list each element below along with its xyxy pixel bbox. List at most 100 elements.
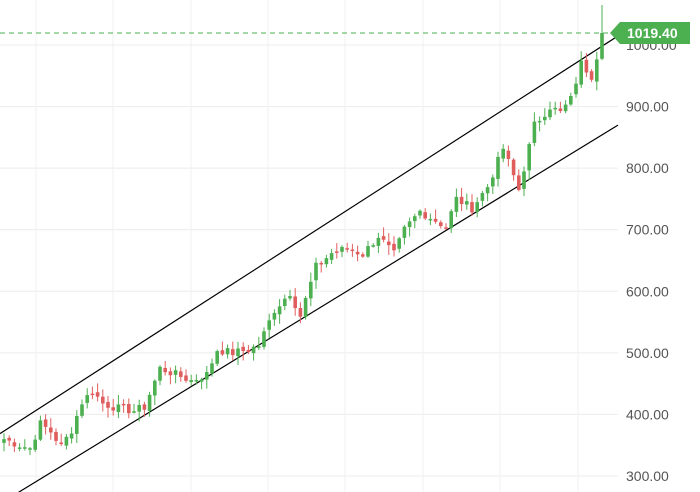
candle — [184, 369, 188, 383]
candle — [205, 366, 209, 389]
y-tick-label: 300.00 — [626, 468, 669, 484]
candle — [272, 309, 277, 326]
candle — [423, 208, 427, 221]
candle — [548, 101, 552, 120]
candle-body — [179, 371, 183, 377]
candle-body — [33, 439, 37, 450]
candle — [470, 194, 474, 216]
candle — [106, 395, 110, 418]
candle — [199, 377, 204, 390]
candle-body — [236, 348, 240, 357]
candle-body — [267, 320, 271, 330]
candle — [595, 51, 599, 91]
candle — [210, 358, 214, 377]
candle — [475, 197, 479, 218]
candle — [449, 209, 453, 233]
candle-body — [314, 262, 318, 281]
candle-body — [340, 246, 344, 252]
candle-body — [85, 395, 89, 403]
candle-body — [49, 427, 53, 433]
candle-body — [371, 245, 375, 247]
candle-body — [470, 202, 474, 213]
candle-body — [147, 394, 152, 411]
candle — [501, 144, 505, 163]
candle-body — [522, 171, 526, 189]
candle — [574, 77, 578, 98]
channel-lower-line — [17, 124, 619, 492]
candle — [28, 446, 32, 456]
candle-body — [23, 447, 27, 449]
candle — [371, 243, 375, 248]
candle — [251, 344, 256, 361]
candle-body — [392, 243, 396, 251]
candle — [288, 289, 292, 301]
candle-body — [480, 193, 485, 201]
y-tick-label: 600.00 — [626, 283, 669, 299]
candle-body — [444, 227, 448, 229]
candle — [350, 243, 355, 257]
candle — [314, 257, 318, 289]
candle — [85, 388, 89, 409]
candle-body — [277, 306, 282, 315]
candle-body — [595, 59, 599, 82]
candle-body — [589, 71, 594, 80]
candle-body — [543, 116, 547, 121]
channel-upper-line — [0, 35, 619, 435]
candle — [267, 313, 271, 338]
candle-body — [116, 404, 121, 413]
candle-body — [69, 433, 74, 439]
candle-body — [418, 210, 422, 216]
candle — [132, 403, 136, 414]
candle — [381, 227, 386, 243]
candle-body — [75, 415, 79, 434]
candle-body — [59, 442, 63, 445]
candle-body — [199, 379, 204, 382]
candle — [392, 236, 396, 257]
candle-body — [324, 258, 329, 265]
candle — [59, 433, 63, 446]
candle — [75, 410, 79, 443]
candle-body — [579, 60, 583, 85]
candle-body — [111, 407, 115, 411]
candle-body — [574, 83, 578, 95]
candle-body — [132, 411, 136, 413]
candle-body — [501, 148, 505, 159]
candles — [2, 4, 604, 456]
candle — [101, 389, 105, 412]
candle-body — [413, 216, 417, 222]
candle — [402, 224, 407, 245]
candle-body — [225, 348, 230, 355]
candle — [142, 401, 147, 417]
candle-body — [376, 237, 381, 246]
candle-body — [210, 363, 214, 374]
candle-body — [251, 346, 256, 354]
candle-body — [137, 404, 141, 412]
candle-body — [2, 439, 6, 443]
candle-body — [387, 241, 391, 246]
candle — [428, 213, 433, 226]
candle — [153, 379, 157, 405]
candle — [491, 174, 495, 194]
candle-body — [246, 349, 251, 353]
candle — [459, 187, 464, 212]
y-tick-label: 700.00 — [626, 222, 669, 238]
candle — [80, 399, 84, 419]
candle-body — [7, 437, 11, 441]
candle-body — [350, 249, 355, 252]
candle-body — [309, 281, 313, 299]
y-tick-label: 800.00 — [626, 160, 669, 176]
candle — [17, 443, 22, 452]
candle-body — [303, 297, 308, 318]
candle-body — [548, 109, 552, 118]
candle — [496, 151, 500, 187]
candle-body — [38, 420, 43, 440]
candle — [262, 327, 266, 350]
candle — [329, 248, 334, 265]
candle-body — [189, 380, 193, 383]
candle — [537, 116, 542, 132]
candle-body — [163, 367, 167, 373]
candle-body — [439, 222, 443, 227]
candle — [553, 101, 557, 115]
candle — [163, 361, 167, 376]
